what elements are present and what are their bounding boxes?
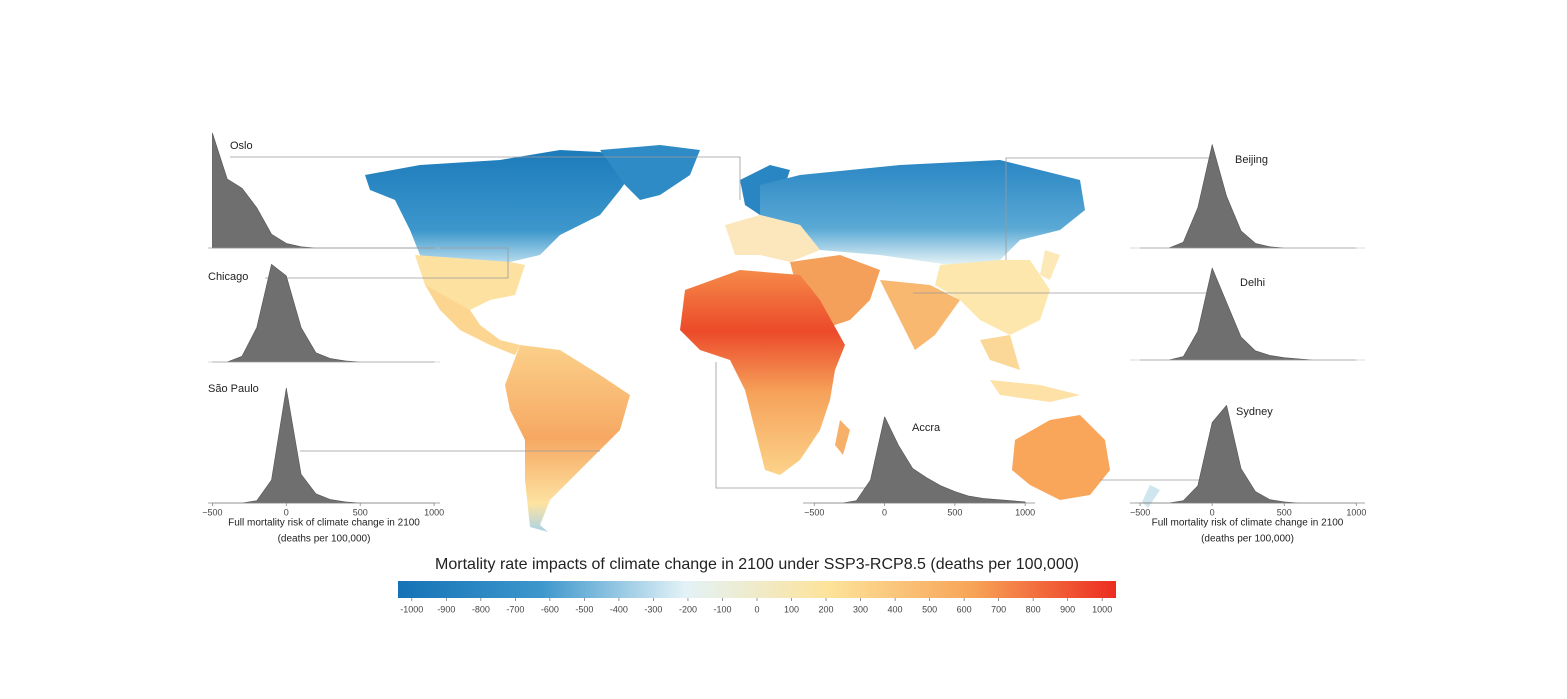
density-tick-label: 0 xyxy=(882,507,887,517)
colorbar-tick-label: 500 xyxy=(922,604,937,614)
density-tick-label: 1000 xyxy=(1015,507,1035,517)
city-label: Sydney xyxy=(1236,406,1273,418)
axis-label: (deaths per 100,000) xyxy=(1201,534,1294,545)
india xyxy=(880,280,960,350)
southeast-asia xyxy=(980,335,1020,370)
colorbar-tick-label: 400 xyxy=(888,604,903,614)
south-america xyxy=(505,345,630,532)
china xyxy=(935,260,1050,335)
colorbar-tick-label: -100 xyxy=(713,604,731,614)
colorbar-tick-label: -900 xyxy=(437,604,455,614)
colorbar-tick-label: 1000 xyxy=(1092,604,1112,614)
city-label: Delhi xyxy=(1240,277,1265,289)
density-tick-label: −500 xyxy=(804,507,824,517)
colorbar-tick-label: -700 xyxy=(506,604,524,614)
city-label: Oslo xyxy=(230,140,253,152)
density-tick-label: 500 xyxy=(353,507,368,517)
density-tick-label: −500 xyxy=(1130,507,1150,517)
density-tick-label: −500 xyxy=(202,507,222,517)
colorbar-tick-label: 700 xyxy=(991,604,1006,614)
axis-label: Full mortality risk of climate change in… xyxy=(1152,518,1344,529)
colorbar-tick-label: -300 xyxy=(644,604,662,614)
europe xyxy=(725,215,820,262)
city-label: Chicago xyxy=(208,271,248,283)
city-label: São Paulo xyxy=(208,383,259,395)
australia xyxy=(1012,415,1110,500)
density-curve xyxy=(813,416,1026,504)
colorbar-tick-label: 300 xyxy=(853,604,868,614)
axis-label: (deaths per 100,000) xyxy=(278,534,371,545)
madagascar xyxy=(835,420,850,455)
colorbar-tick-label: -600 xyxy=(541,604,559,614)
colorbar-tick-label: -800 xyxy=(472,604,490,614)
city-label: Accra xyxy=(912,422,941,434)
connector xyxy=(715,362,880,489)
colorbar-tick-label: 900 xyxy=(1060,604,1075,614)
colorbar-tick-label: 0 xyxy=(754,604,759,614)
colorbar-tick-label: 100 xyxy=(784,604,799,614)
new-zealand xyxy=(1142,485,1160,508)
colorbar-tick-label: 800 xyxy=(1026,604,1041,614)
japan xyxy=(1040,250,1060,280)
axis-label: Full mortality risk of climate change in… xyxy=(228,518,420,529)
colorbar-tick-label: -200 xyxy=(679,604,697,614)
greenland xyxy=(600,145,700,200)
density-tick-label: 1000 xyxy=(424,507,444,517)
connector xyxy=(265,254,509,279)
colorbar-tick-label: -1000 xyxy=(400,604,423,614)
colorbar-title: Mortality rate impacts of climate change… xyxy=(435,556,1079,573)
central-america xyxy=(425,285,520,355)
density-tick-label: 0 xyxy=(1210,507,1215,517)
colorbar-tick-label: -400 xyxy=(610,604,628,614)
density-curve xyxy=(212,387,435,504)
world-map xyxy=(365,145,1160,532)
density-tick-label: 0 xyxy=(284,507,289,517)
colorbar-tick-label: -500 xyxy=(575,604,593,614)
colorbar-tick-label: 600 xyxy=(957,604,972,614)
density-tick-label: 1000 xyxy=(1346,507,1366,517)
russia xyxy=(760,160,1085,265)
connector xyxy=(1005,157,1210,260)
city-label: Beijing xyxy=(1235,154,1268,166)
density-tick-label: 500 xyxy=(947,507,962,517)
colorbar-tick-label: 200 xyxy=(819,604,834,614)
africa xyxy=(680,270,845,475)
density-curve xyxy=(1139,405,1357,504)
connector xyxy=(230,156,741,200)
usa xyxy=(415,255,525,310)
colorbar xyxy=(398,581,1116,598)
north-america-north xyxy=(365,150,640,265)
indonesia xyxy=(990,380,1080,402)
density-tick-label: 500 xyxy=(1277,507,1292,517)
